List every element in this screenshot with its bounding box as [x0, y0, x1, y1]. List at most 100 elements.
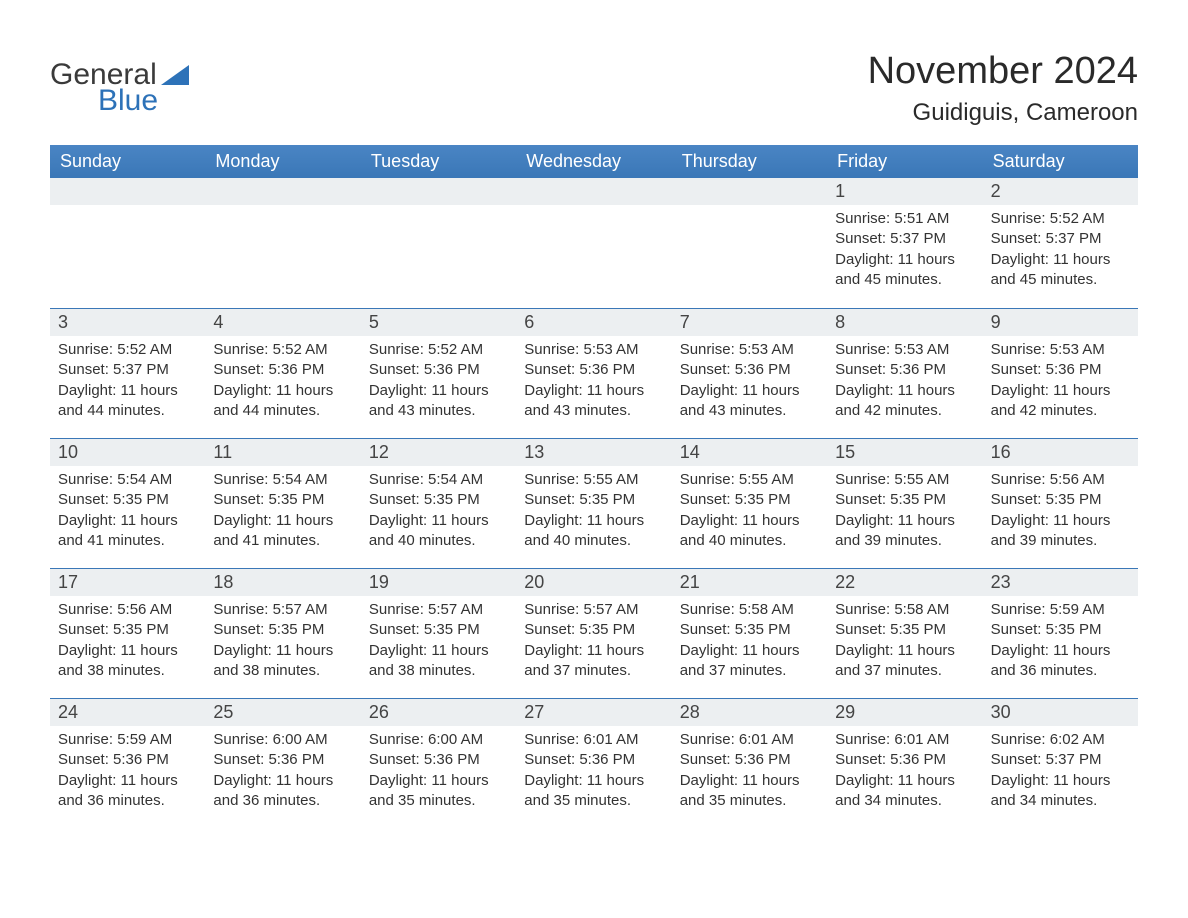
day-details: Sunrise: 5:56 AMSunset: 5:35 PMDaylight:…	[50, 596, 205, 689]
logo: General Blue	[50, 50, 189, 118]
day-details: Sunrise: 5:53 AMSunset: 5:36 PMDaylight:…	[983, 336, 1138, 429]
daylight-line: Daylight: 11 hours and 44 minutes.	[213, 381, 352, 422]
day-number: 23	[983, 569, 1138, 596]
day-details: Sunrise: 5:55 AMSunset: 5:35 PMDaylight:…	[672, 466, 827, 559]
week-row: 24Sunrise: 5:59 AMSunset: 5:36 PMDayligh…	[50, 698, 1138, 828]
day-number: 22	[827, 569, 982, 596]
sunset-line: Sunset: 5:37 PM	[991, 750, 1130, 770]
daylight-line: Daylight: 11 hours and 37 minutes.	[524, 641, 663, 682]
week-row: 1Sunrise: 5:51 AMSunset: 5:37 PMDaylight…	[50, 178, 1138, 308]
day-cell: 16Sunrise: 5:56 AMSunset: 5:35 PMDayligh…	[983, 439, 1138, 568]
sunrise-line: Sunrise: 6:00 AM	[369, 730, 508, 750]
daylight-line: Daylight: 11 hours and 38 minutes.	[213, 641, 352, 682]
day-number: 26	[361, 699, 516, 726]
day-number: 7	[672, 309, 827, 336]
day-details: Sunrise: 5:52 AMSunset: 5:36 PMDaylight:…	[205, 336, 360, 429]
day-cell: 1Sunrise: 5:51 AMSunset: 5:37 PMDaylight…	[827, 178, 982, 308]
day-details: Sunrise: 5:51 AMSunset: 5:37 PMDaylight:…	[827, 205, 982, 298]
sunset-line: Sunset: 5:36 PM	[680, 360, 819, 380]
day-cell	[672, 178, 827, 308]
sunrise-line: Sunrise: 5:52 AM	[991, 209, 1130, 229]
day-details: Sunrise: 6:01 AMSunset: 5:36 PMDaylight:…	[827, 726, 982, 819]
daylight-line: Daylight: 11 hours and 34 minutes.	[991, 771, 1130, 812]
daylight-line: Daylight: 11 hours and 45 minutes.	[991, 250, 1130, 291]
sunrise-line: Sunrise: 5:52 AM	[213, 340, 352, 360]
day-cell	[205, 178, 360, 308]
day-number: 1	[827, 178, 982, 205]
day-details: Sunrise: 5:56 AMSunset: 5:35 PMDaylight:…	[983, 466, 1138, 559]
daylight-line: Daylight: 11 hours and 37 minutes.	[835, 641, 974, 682]
sunrise-line: Sunrise: 5:55 AM	[835, 470, 974, 490]
day-details: Sunrise: 5:52 AMSunset: 5:36 PMDaylight:…	[361, 336, 516, 429]
day-details: Sunrise: 5:55 AMSunset: 5:35 PMDaylight:…	[827, 466, 982, 559]
daylight-line: Daylight: 11 hours and 37 minutes.	[680, 641, 819, 682]
sunrise-line: Sunrise: 5:53 AM	[991, 340, 1130, 360]
sunset-line: Sunset: 5:36 PM	[369, 360, 508, 380]
calendar: SundayMondayTuesdayWednesdayThursdayFrid…	[50, 145, 1138, 828]
day-details: Sunrise: 5:52 AMSunset: 5:37 PMDaylight:…	[983, 205, 1138, 298]
day-cell: 15Sunrise: 5:55 AMSunset: 5:35 PMDayligh…	[827, 439, 982, 568]
day-cell: 22Sunrise: 5:58 AMSunset: 5:35 PMDayligh…	[827, 569, 982, 698]
day-number	[516, 178, 671, 205]
daylight-line: Daylight: 11 hours and 40 minutes.	[680, 511, 819, 552]
sunset-line: Sunset: 5:35 PM	[991, 620, 1130, 640]
daylight-line: Daylight: 11 hours and 36 minutes.	[991, 641, 1130, 682]
day-number: 2	[983, 178, 1138, 205]
sunrise-line: Sunrise: 5:54 AM	[213, 470, 352, 490]
day-cell: 29Sunrise: 6:01 AMSunset: 5:36 PMDayligh…	[827, 699, 982, 828]
weekday-friday: Friday	[827, 145, 982, 178]
sunset-line: Sunset: 5:35 PM	[369, 490, 508, 510]
daylight-line: Daylight: 11 hours and 44 minutes.	[58, 381, 197, 422]
week-row: 17Sunrise: 5:56 AMSunset: 5:35 PMDayligh…	[50, 568, 1138, 698]
day-cell: 17Sunrise: 5:56 AMSunset: 5:35 PMDayligh…	[50, 569, 205, 698]
day-details: Sunrise: 5:53 AMSunset: 5:36 PMDaylight:…	[827, 336, 982, 429]
page-header: General Blue November 2024 Guidiguis, Ca…	[50, 50, 1138, 127]
day-number: 9	[983, 309, 1138, 336]
weekday-tuesday: Tuesday	[361, 145, 516, 178]
day-cell: 27Sunrise: 6:01 AMSunset: 5:36 PMDayligh…	[516, 699, 671, 828]
day-cell: 21Sunrise: 5:58 AMSunset: 5:35 PMDayligh…	[672, 569, 827, 698]
day-details: Sunrise: 5:54 AMSunset: 5:35 PMDaylight:…	[361, 466, 516, 559]
daylight-line: Daylight: 11 hours and 36 minutes.	[58, 771, 197, 812]
day-number: 30	[983, 699, 1138, 726]
daylight-line: Daylight: 11 hours and 43 minutes.	[369, 381, 508, 422]
sunrise-line: Sunrise: 5:55 AM	[680, 470, 819, 490]
day-number: 4	[205, 309, 360, 336]
sunrise-line: Sunrise: 5:58 AM	[680, 600, 819, 620]
daylight-line: Daylight: 11 hours and 42 minutes.	[835, 381, 974, 422]
sunrise-line: Sunrise: 6:01 AM	[524, 730, 663, 750]
day-number: 27	[516, 699, 671, 726]
day-cell: 2Sunrise: 5:52 AMSunset: 5:37 PMDaylight…	[983, 178, 1138, 308]
daylight-line: Daylight: 11 hours and 38 minutes.	[58, 641, 197, 682]
day-cell: 9Sunrise: 5:53 AMSunset: 5:36 PMDaylight…	[983, 309, 1138, 438]
weekday-monday: Monday	[205, 145, 360, 178]
sunrise-line: Sunrise: 5:59 AM	[58, 730, 197, 750]
day-number: 24	[50, 699, 205, 726]
weekday-thursday: Thursday	[672, 145, 827, 178]
day-details: Sunrise: 6:02 AMSunset: 5:37 PMDaylight:…	[983, 726, 1138, 819]
day-cell	[516, 178, 671, 308]
day-details: Sunrise: 5:54 AMSunset: 5:35 PMDaylight:…	[50, 466, 205, 559]
day-number: 19	[361, 569, 516, 596]
day-cell: 19Sunrise: 5:57 AMSunset: 5:35 PMDayligh…	[361, 569, 516, 698]
weekday-header-row: SundayMondayTuesdayWednesdayThursdayFrid…	[50, 145, 1138, 178]
day-number: 20	[516, 569, 671, 596]
day-number: 12	[361, 439, 516, 466]
sunset-line: Sunset: 5:36 PM	[991, 360, 1130, 380]
daylight-line: Daylight: 11 hours and 40 minutes.	[369, 511, 508, 552]
day-details: Sunrise: 5:58 AMSunset: 5:35 PMDaylight:…	[827, 596, 982, 689]
day-cell: 10Sunrise: 5:54 AMSunset: 5:35 PMDayligh…	[50, 439, 205, 568]
day-details: Sunrise: 5:52 AMSunset: 5:37 PMDaylight:…	[50, 336, 205, 429]
sunrise-line: Sunrise: 5:56 AM	[991, 470, 1130, 490]
sunset-line: Sunset: 5:35 PM	[991, 490, 1130, 510]
title-block: November 2024 Guidiguis, Cameroon	[868, 50, 1138, 127]
day-cell: 12Sunrise: 5:54 AMSunset: 5:35 PMDayligh…	[361, 439, 516, 568]
weekday-wednesday: Wednesday	[516, 145, 671, 178]
day-details: Sunrise: 6:00 AMSunset: 5:36 PMDaylight:…	[205, 726, 360, 819]
sunrise-line: Sunrise: 5:53 AM	[835, 340, 974, 360]
week-row: 10Sunrise: 5:54 AMSunset: 5:35 PMDayligh…	[50, 438, 1138, 568]
sunrise-line: Sunrise: 5:53 AM	[524, 340, 663, 360]
day-number: 10	[50, 439, 205, 466]
sunset-line: Sunset: 5:35 PM	[524, 620, 663, 640]
sunrise-line: Sunrise: 5:56 AM	[58, 600, 197, 620]
